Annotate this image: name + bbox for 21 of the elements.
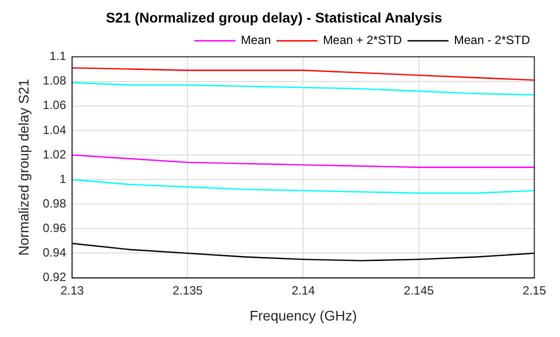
- y-tick-label: 1.1: [49, 49, 66, 64]
- y-tick-label: 1.06: [42, 98, 66, 112]
- y-axis-title: Normalized group delay S21: [15, 78, 32, 256]
- legend-label: Mean - 2*STD: [454, 33, 530, 48]
- y-tick-label: 1.08: [42, 74, 66, 88]
- legend-label: Mean: [240, 33, 271, 48]
- x-tick-label: 2.135: [172, 283, 204, 298]
- x-tick-label: 2.13: [60, 283, 84, 298]
- chart-title: S21 (Normalized group delay) - Statistical Analysis: [106, 9, 442, 26]
- x-tick-label: 2.145: [404, 283, 434, 298]
- legend-label: Mean + 2*STD: [322, 33, 402, 48]
- y-tick-label: 0.92: [42, 270, 66, 284]
- y-tick-label: 0.98: [42, 196, 66, 210]
- y-tick-label: 0.94: [42, 246, 66, 260]
- y-tick-label: 1: [59, 172, 66, 186]
- y-tick-label: 1.02: [42, 147, 66, 162]
- x-axis-title: Frequency (GHz): [250, 307, 357, 324]
- y-tick-label: 0.96: [42, 221, 66, 235]
- y-tick-label: 1.04: [42, 122, 66, 137]
- x-tick-label: 2.14: [292, 283, 316, 298]
- x-tick-label: 2.15: [522, 283, 546, 298]
